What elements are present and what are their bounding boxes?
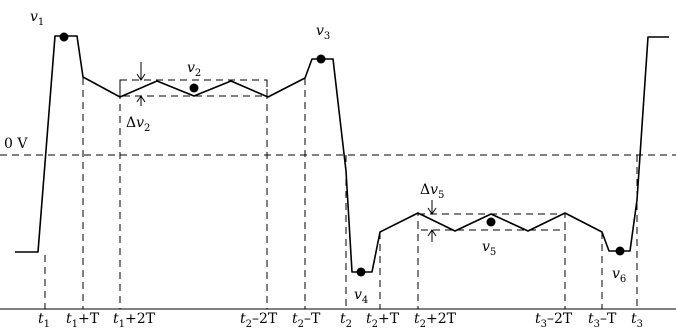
delta-v5-arrows <box>427 200 437 242</box>
waveform-trace <box>15 35 669 273</box>
time-label-t3-minus-2t: t3–2T <box>535 311 573 328</box>
time-label-t1-plus-2t: t1+2T <box>113 311 156 328</box>
label-v3: v3 <box>316 23 330 42</box>
ripple-band-v2 <box>119 79 268 97</box>
sample-dot-v1 <box>59 32 69 42</box>
label-v4: v4 <box>354 287 368 306</box>
delta-v2-arrows <box>136 62 146 106</box>
time-label-t2-minus-2t: t2–2T <box>240 311 278 328</box>
label-v1: v1 <box>30 9 44 28</box>
time-marker-lines <box>44 78 638 309</box>
label-delta-v5: Δv5 <box>420 182 444 201</box>
time-label-t3: t3 <box>631 311 643 328</box>
sample-dot-v3 <box>316 54 326 64</box>
sample-dot-v5 <box>486 217 496 227</box>
time-label-t3-minus-t: t3–T <box>588 311 617 328</box>
time-label-t2: t2 <box>340 311 352 328</box>
label-v5: v5 <box>482 239 496 258</box>
time-label-t1-plus-t: t1+T <box>66 311 100 328</box>
time-labels: t1 t1+T t1+2T t2–2T t2–T t2 t2+T t2+2T t… <box>38 311 643 328</box>
sample-dot-v2 <box>189 83 199 93</box>
sample-dot-v4 <box>356 267 366 277</box>
label-delta-v2: Δv2 <box>126 115 150 134</box>
sample-dot-v6 <box>615 246 625 256</box>
time-label-t1: t1 <box>38 311 50 328</box>
label-v6: v6 <box>612 266 626 285</box>
time-label-t2-plus-2t: t2+2T <box>414 311 457 328</box>
zero-volt-label: 0 V <box>4 136 28 152</box>
time-label-t2-plus-t: t2+T <box>366 311 400 328</box>
label-v2: v2 <box>187 60 201 79</box>
time-label-t2-minus-t: t2–T <box>292 311 321 328</box>
